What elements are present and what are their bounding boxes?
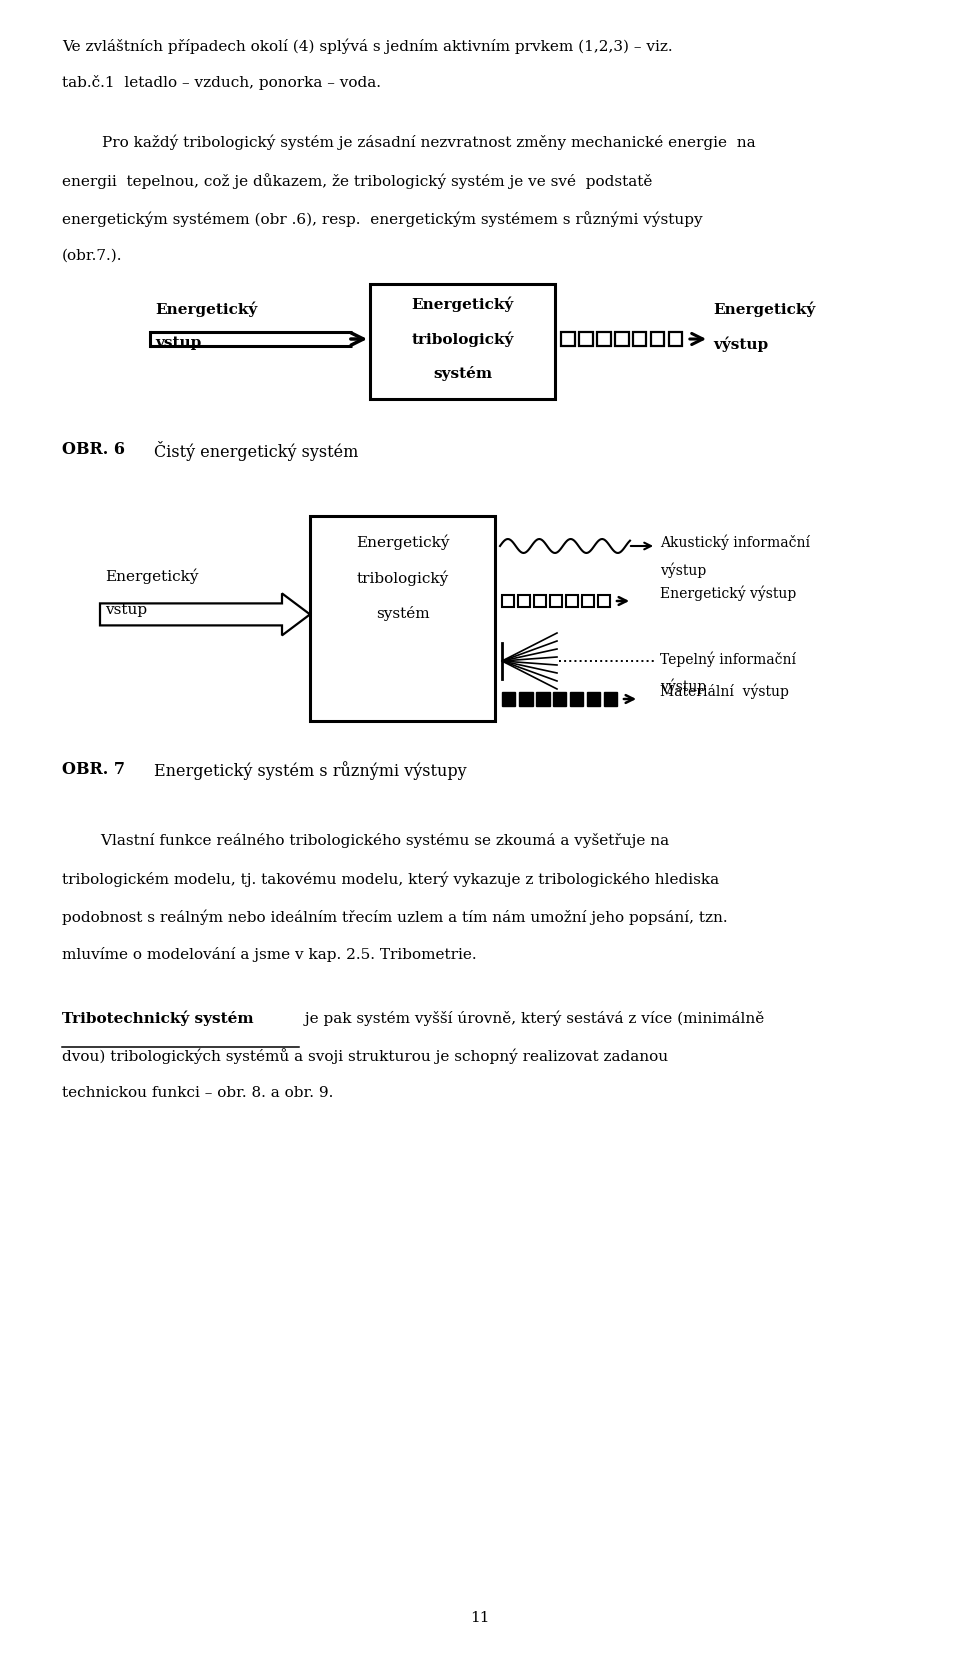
Text: tribologický: tribologický <box>411 331 514 346</box>
Text: energetickým systémem (obr .6), resp.  energetickým systémem s různými výstupy: energetickým systémem (obr .6), resp. en… <box>62 210 703 227</box>
Text: vstup: vstup <box>105 603 147 616</box>
Text: výstup: výstup <box>660 562 707 578</box>
Text: 11: 11 <box>470 1611 490 1626</box>
Bar <box>502 693 516 706</box>
Text: OBR. 7: OBR. 7 <box>62 761 125 779</box>
Text: Čistý energetický systém: Čistý energetický systém <box>154 441 358 461</box>
Bar <box>502 595 514 606</box>
Text: Energetický: Energetický <box>713 302 815 316</box>
Bar <box>518 595 530 606</box>
Bar <box>597 333 611 346</box>
Text: Energetický výstup: Energetický výstup <box>660 585 796 601</box>
Bar <box>310 515 495 721</box>
Bar <box>370 283 555 399</box>
Bar <box>633 333 646 346</box>
Text: Energetický: Energetický <box>105 568 199 583</box>
Bar <box>615 333 629 346</box>
Text: OBR. 6: OBR. 6 <box>62 441 125 457</box>
Text: Akustický informační: Akustický informační <box>660 534 810 550</box>
Bar <box>536 693 549 706</box>
Text: Vlastní funkce reálného tribologického systému se zkoumá a vyšetřuje na: Vlastní funkce reálného tribologického s… <box>62 833 669 848</box>
Text: tribologický: tribologický <box>356 570 448 585</box>
Bar <box>598 595 610 606</box>
Text: Ve zvláštních případech okolí (4) splývá s jedním aktivním prvkem (1,2,3) – viz.: Ve zvláštních případech okolí (4) splývá… <box>62 38 673 53</box>
Bar <box>553 693 566 706</box>
Text: Energetický: Energetický <box>356 534 449 550</box>
Polygon shape <box>100 593 310 635</box>
Text: podobnost s reálným nebo ideálním třecím uzlem a tím nám umožní jeho popsání, tz: podobnost s reálným nebo ideálním třecím… <box>62 910 728 925</box>
Bar <box>651 333 664 346</box>
Bar <box>570 693 584 706</box>
Bar <box>534 595 546 606</box>
Text: tribologickém modelu, tj. takovému modelu, který vykazuje z tribologického hledi: tribologickém modelu, tj. takovému model… <box>62 872 719 886</box>
Bar <box>519 693 533 706</box>
Text: Energetický: Energetický <box>155 302 257 316</box>
Text: Tepelný informační: Tepelný informační <box>660 651 796 666</box>
Text: Tribotechnický systém: Tribotechnický systém <box>62 1011 253 1026</box>
Text: mluvíme o modelování a jsme v kap. 2.5. Tribometrie.: mluvíme o modelování a jsme v kap. 2.5. … <box>62 948 476 963</box>
Text: výstup: výstup <box>660 679 707 694</box>
Text: technickou funkci – obr. 8. a obr. 9.: technickou funkci – obr. 8. a obr. 9. <box>62 1085 333 1100</box>
Text: výstup: výstup <box>713 336 768 351</box>
Bar <box>604 693 617 706</box>
Bar <box>582 595 594 606</box>
Text: systém: systém <box>375 606 429 621</box>
Text: je pak systém vyšší úrovně, který sestává z více (minimálně: je pak systém vyšší úrovně, který sestáv… <box>300 1011 764 1026</box>
Bar <box>550 595 562 606</box>
Text: (obr.7.).: (obr.7.). <box>62 249 123 263</box>
Text: Energetický systém s různými výstupy: Energetický systém s různými výstupy <box>154 761 467 780</box>
Text: dvou) tribologických systémů a svoji strukturou je schopný realizovat zadanou: dvou) tribologických systémů a svoji str… <box>62 1047 668 1064</box>
Text: tab.č.1  letadlo – vzduch, ponorka – voda.: tab.č.1 letadlo – vzduch, ponorka – voda… <box>62 75 381 89</box>
Bar <box>561 333 574 346</box>
Bar <box>579 333 592 346</box>
Bar <box>587 693 601 706</box>
Text: Energetický: Energetický <box>412 297 514 312</box>
Text: systém: systém <box>433 366 492 381</box>
Bar <box>566 595 578 606</box>
Bar <box>669 333 683 346</box>
Text: energii  tepelnou, což je důkazem, že tribologický systém je ve své  podstatě: energii tepelnou, což je důkazem, že tri… <box>62 172 653 189</box>
Text: Pro každý tribologický systém je zásadní nezvratnost změny mechanické energie  n: Pro každý tribologický systém je zásadní… <box>102 134 756 151</box>
Text: Materiální  výstup: Materiální výstup <box>660 683 789 699</box>
Text: vstup: vstup <box>155 336 202 350</box>
